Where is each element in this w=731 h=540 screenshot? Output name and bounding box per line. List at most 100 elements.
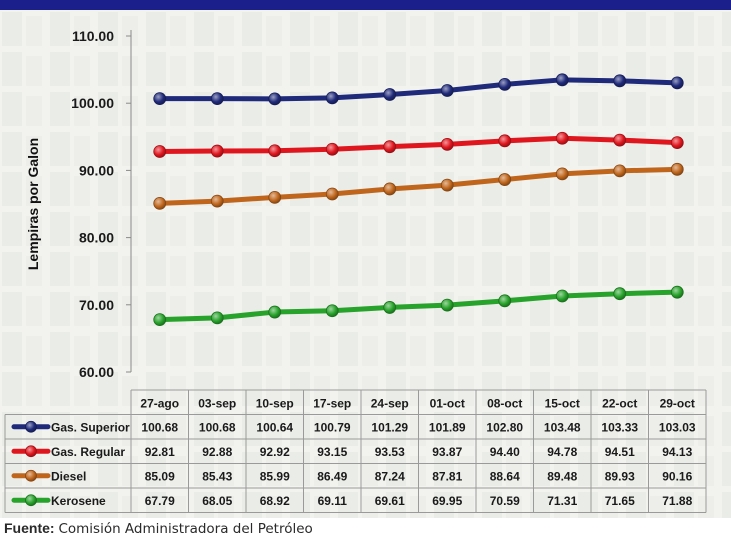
y-axis-title: Lempiras por Galon [25, 138, 41, 270]
data-point [613, 287, 627, 301]
series-line [157, 135, 680, 155]
legend-marker-key [25, 420, 37, 433]
data-point [670, 162, 684, 176]
data-point [210, 144, 224, 158]
data-point [268, 305, 282, 319]
series-line [157, 166, 680, 206]
data-label: 94.40 [490, 445, 520, 459]
data-label: 86.49 [317, 469, 347, 483]
data-point [440, 298, 454, 312]
data-point [153, 313, 167, 327]
legend-label: Gas. Superior [51, 420, 130, 434]
data-point [153, 196, 167, 210]
data-label: 88.64 [490, 469, 520, 483]
data-label: 87.81 [432, 469, 462, 483]
data-label: 100.79 [314, 420, 351, 434]
data-point [268, 190, 282, 204]
data-label: 100.68 [199, 420, 236, 434]
data-label: 93.87 [432, 445, 462, 459]
data-point [613, 133, 627, 147]
line-chart: 60.00 70.00 80.00 90.00 100.00 110.00 Lempiras… [0, 10, 731, 518]
data-label: 68.05 [202, 494, 232, 508]
data-label: 71.31 [547, 494, 577, 508]
data-point [325, 91, 339, 105]
data-point [440, 137, 454, 151]
data-label: 93.15 [317, 445, 347, 459]
data-point [498, 173, 512, 186]
data-label: 85.43 [202, 469, 232, 483]
data-point [670, 285, 684, 299]
x-tick-label: 17-sep [313, 396, 351, 410]
x-tick-label: 08-oct [487, 396, 522, 410]
data-label: 89.93 [605, 469, 635, 483]
data-label: 69.11 [318, 494, 348, 508]
top-bar [0, 0, 731, 10]
y-tick-label: 110.00 [72, 28, 114, 44]
data-point [440, 178, 454, 192]
legend-marker-key [25, 469, 37, 482]
data-point [670, 76, 684, 90]
data-point [153, 92, 167, 106]
data-label: 85.99 [260, 469, 290, 483]
data-point [383, 182, 397, 196]
source-note: Fuente: Comisión Administradora del Petr… [4, 518, 313, 538]
y-tick-label: 90.00 [79, 162, 114, 178]
data-label: 93.53 [375, 445, 405, 459]
legend-marker-key [25, 494, 37, 507]
data-label: 67.79 [145, 494, 175, 508]
x-tick-label: 01-oct [430, 396, 465, 410]
data-label: 69.95 [432, 494, 462, 508]
y-tick-label: 60.00 [79, 364, 114, 380]
data-point [210, 92, 224, 106]
data-label: 103.33 [601, 420, 638, 434]
x-tick-label: 03-sep [198, 396, 236, 410]
data-label: 92.92 [260, 445, 290, 459]
data-label: 90.16 [662, 469, 692, 483]
legend-label: Kerosene [51, 494, 106, 508]
x-tick-label: 29-oct [660, 396, 695, 410]
data-label: 103.03 [659, 420, 696, 434]
data-label: 100.68 [141, 420, 178, 434]
x-tick-label: 22-oct [602, 396, 637, 410]
series-line [157, 77, 680, 102]
data-label: 94.78 [547, 445, 577, 459]
data-label: 94.51 [605, 445, 635, 459]
data-label: 100.64 [256, 420, 293, 434]
data-label: 89.48 [547, 469, 577, 483]
data-point [153, 145, 167, 158]
data-label: 69.61 [375, 494, 405, 508]
data-label: 87.24 [375, 469, 405, 483]
x-tick-label: 27-ago [140, 396, 179, 410]
legend-label: Gas. Regular [51, 445, 125, 459]
data-label: 101.89 [429, 420, 466, 434]
y-tick-label: 100.00 [71, 95, 114, 111]
data-point [440, 84, 454, 97]
data-point [555, 73, 569, 87]
data-label: 92.88 [202, 445, 232, 459]
y-tick-label: 80.00 [79, 230, 114, 246]
data-label: 101.29 [371, 420, 408, 434]
data-label: 94.13 [662, 445, 692, 459]
data-point [498, 77, 512, 91]
data-point [210, 194, 224, 208]
data-point [268, 144, 282, 158]
x-tick-label: 24-sep [371, 396, 409, 410]
data-point [325, 187, 339, 201]
data-label: 70.59 [490, 494, 520, 508]
data-label: 71.65 [605, 494, 635, 508]
x-tick-label: 15-oct [545, 396, 580, 410]
data-point [498, 294, 512, 308]
legend-label: Diesel [51, 469, 86, 483]
data-point [383, 88, 397, 101]
y-tick-label: 70.00 [79, 297, 114, 313]
data-point [268, 92, 282, 106]
data-point [670, 136, 684, 150]
source-label: Fuente: [4, 520, 55, 536]
legend-marker-key [25, 445, 37, 458]
data-label: 68.92 [260, 494, 290, 508]
data-point [555, 131, 569, 145]
data-label: 102.80 [486, 420, 523, 434]
data-label: 85.09 [145, 469, 175, 483]
data-point [325, 142, 339, 156]
data-point [498, 134, 512, 148]
